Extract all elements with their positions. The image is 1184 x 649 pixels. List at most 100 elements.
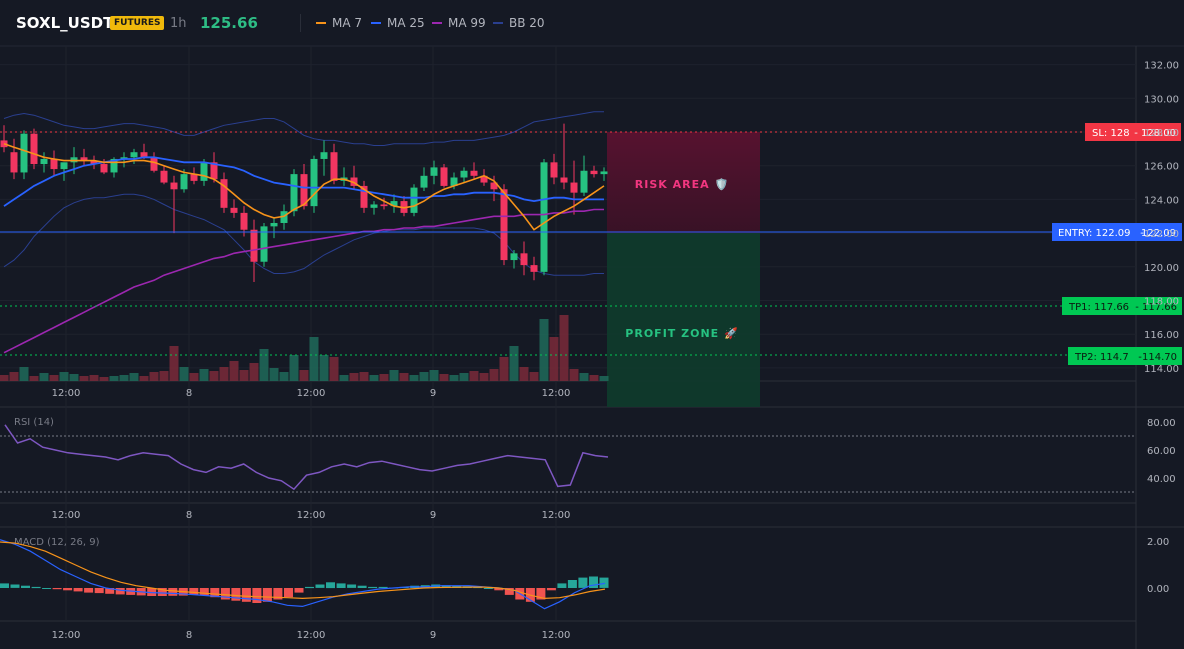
candle-body[interactable]: [440, 167, 448, 186]
volume-bar: [59, 372, 69, 381]
candle-body[interactable]: [560, 177, 568, 183]
sl-level-tag: [1085, 123, 1181, 141]
candle-body[interactable]: [300, 174, 308, 207]
candle-body[interactable]: [380, 204, 388, 207]
candle-body[interactable]: [470, 170, 478, 176]
candle-body[interactable]: [230, 207, 238, 213]
candle-body[interactable]: [350, 177, 358, 186]
candle-body[interactable]: [150, 157, 158, 171]
legend-ma7[interactable]: MA 7: [316, 16, 362, 30]
candle-body[interactable]: [210, 162, 218, 180]
candle-body[interactable]: [80, 157, 88, 161]
candle-body[interactable]: [60, 162, 68, 170]
candle-body[interactable]: [520, 253, 528, 266]
candle-body[interactable]: [20, 133, 28, 173]
volume-bar: [149, 372, 159, 381]
volume-bar: [329, 357, 339, 381]
candle-body[interactable]: [540, 162, 548, 272]
candle-body[interactable]: [420, 175, 428, 188]
candle-body[interactable]: [30, 133, 38, 165]
candle-body[interactable]: [460, 170, 468, 178]
macd-hist-bar: [10, 584, 20, 588]
candle-body[interactable]: [590, 170, 598, 175]
volume-bar: [409, 375, 419, 381]
candle-body[interactable]: [400, 201, 408, 213]
candle-body[interactable]: [260, 226, 268, 262]
candle-body[interactable]: [360, 185, 368, 208]
volume-bar: [499, 357, 509, 381]
candle-body[interactable]: [130, 152, 138, 158]
candle-body[interactable]: [430, 167, 438, 176]
legend-bb20[interactable]: BB 20: [493, 16, 545, 30]
candle-body[interactable]: [570, 182, 578, 193]
macd-hist-bar: [115, 588, 125, 595]
macd-hist-bar: [157, 588, 167, 596]
candle-body[interactable]: [160, 170, 168, 183]
time-tick: 8: [186, 510, 192, 521]
candle-body[interactable]: [310, 158, 318, 207]
legend-ma25[interactable]: MA 25: [371, 16, 425, 30]
candle-body[interactable]: [270, 222, 278, 227]
timeframe-selector[interactable]: 1h: [170, 16, 187, 31]
macd-hist-bar: [378, 586, 388, 589]
candle-body[interactable]: [50, 158, 58, 170]
price-tick: 128.00: [1144, 128, 1179, 139]
header-divider: [300, 14, 301, 32]
candle-body[interactable]: [200, 162, 208, 181]
candle-body[interactable]: [110, 158, 118, 173]
volume-bar: [209, 371, 219, 381]
candle-body[interactable]: [10, 152, 18, 173]
legend-ma7-label: MA 7: [332, 16, 363, 30]
candle-body[interactable]: [330, 152, 338, 181]
candle-body[interactable]: [100, 164, 108, 173]
candle-body[interactable]: [580, 170, 588, 193]
sl-value: 128.00: [1141, 128, 1176, 139]
candle-body[interactable]: [0, 140, 8, 148]
candle-body[interactable]: [600, 171, 608, 175]
candle-body[interactable]: [170, 182, 178, 190]
candle-body[interactable]: [40, 158, 48, 165]
macd-hist-bar: [305, 586, 314, 589]
price-tick: 124.00: [1144, 195, 1179, 206]
time-axis[interactable]: 12:00 8 12:00 9 12:00 12:00 8 12:00 9 12:00 12:00 8…: [52, 388, 571, 641]
macd-tick-0: 0.00: [1147, 584, 1169, 595]
candle-body[interactable]: [250, 229, 258, 262]
candle-body[interactable]: [390, 201, 398, 207]
candle-body[interactable]: [240, 212, 248, 230]
volume-bar: [89, 375, 99, 381]
candle-body[interactable]: [550, 162, 558, 178]
candle-body[interactable]: [490, 182, 498, 190]
candle-body[interactable]: [320, 152, 328, 159]
volume-bar: [0, 375, 9, 381]
volume-bar: [379, 374, 389, 381]
candle-body[interactable]: [500, 189, 508, 261]
candle-body[interactable]: [140, 152, 148, 158]
candle-body[interactable]: [480, 175, 488, 183]
volume-bar: [449, 375, 459, 381]
candle-body[interactable]: [290, 174, 298, 212]
candle-body[interactable]: [510, 253, 518, 261]
candle-body[interactable]: [180, 174, 188, 190]
volume-bar: [549, 337, 559, 381]
candle-body[interactable]: [220, 179, 228, 208]
entry-level-tag: [1052, 223, 1182, 241]
candle-body[interactable]: [370, 204, 378, 208]
rsi-tick-40: 40.00: [1147, 474, 1176, 485]
candlesticks[interactable]: [0, 123, 608, 282]
symbol-name[interactable]: SOXL_USDT: [16, 14, 114, 32]
legend-ma99[interactable]: MA 99: [432, 16, 486, 30]
volume-bar: [139, 376, 149, 381]
candle-body[interactable]: [190, 174, 198, 181]
candle-body[interactable]: [90, 160, 98, 165]
rsi-tick-80: 80.00: [1147, 418, 1176, 429]
macd-hist-bar: [315, 584, 325, 588]
candle-body[interactable]: [450, 177, 458, 186]
price-axis[interactable]: 132.00 130.00 128.00 126.00 124.00 122.00 120.…: [1144, 61, 1179, 375]
candle-body[interactable]: [530, 265, 538, 272]
candle-body[interactable]: [410, 187, 418, 213]
macd-hist-bar: [546, 588, 556, 591]
volume-bar: [49, 375, 59, 381]
macd-hist-bar: [589, 576, 598, 588]
volume-bar: [349, 373, 359, 381]
